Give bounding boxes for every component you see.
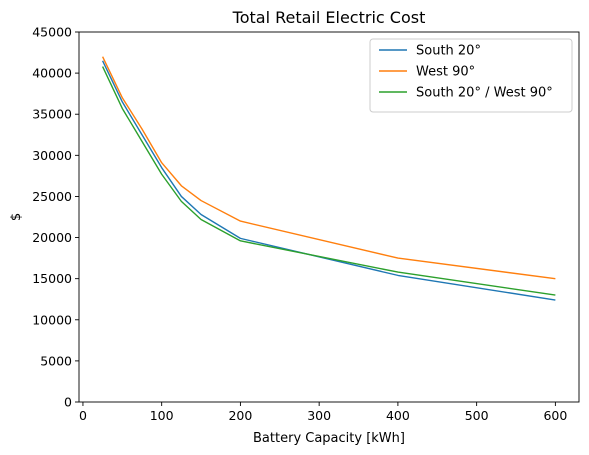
- y-tick-label: 0: [64, 395, 72, 410]
- y-tick-label: 5000: [40, 353, 72, 368]
- legend-label: South 20°: [416, 44, 481, 59]
- chart-title: Total Retail Electric Cost: [232, 8, 426, 27]
- series-line-2: [101, 56, 556, 280]
- plot-frame: [78, 31, 580, 403]
- y-tick-label: 20000: [32, 230, 72, 245]
- x-tick-label: 0: [79, 408, 87, 423]
- y-tick-label: 40000: [32, 66, 72, 81]
- x-tick-label: 100: [150, 408, 174, 423]
- y-tick-label: 30000: [32, 148, 72, 163]
- series-line-1: [101, 60, 556, 301]
- plot-area: [78, 31, 580, 403]
- x-tick-label: 400: [386, 408, 410, 423]
- x-tick-label: 200: [228, 408, 252, 423]
- y-axis-title: $: [9, 213, 24, 221]
- y-tick-label: 15000: [32, 271, 72, 286]
- series-line-3: [101, 66, 556, 296]
- y-tick-label: 25000: [32, 189, 72, 204]
- x-tick-label: 300: [307, 408, 331, 423]
- legend: South 20° West 90° South 20° / West 90°: [369, 38, 573, 113]
- x-axis-title: Battery Capacity [kWh]: [253, 431, 405, 446]
- x-tick-label: 600: [543, 408, 567, 423]
- legend-label: West 90°: [416, 65, 475, 80]
- y-tick-label: 45000: [32, 25, 72, 40]
- y-tick-label: 10000: [32, 312, 72, 327]
- legend-label: South 20° / West 90°: [416, 86, 553, 101]
- legend-box: [369, 38, 573, 113]
- y-axis: 0 5000 10000 15000 20000 25000 30000 35000 40000…: [32, 25, 79, 410]
- x-tick-label: 500: [465, 408, 489, 423]
- x-axis: 0 100 200 300 400 500 600: [79, 402, 567, 423]
- y-tick-label: 35000: [32, 107, 72, 122]
